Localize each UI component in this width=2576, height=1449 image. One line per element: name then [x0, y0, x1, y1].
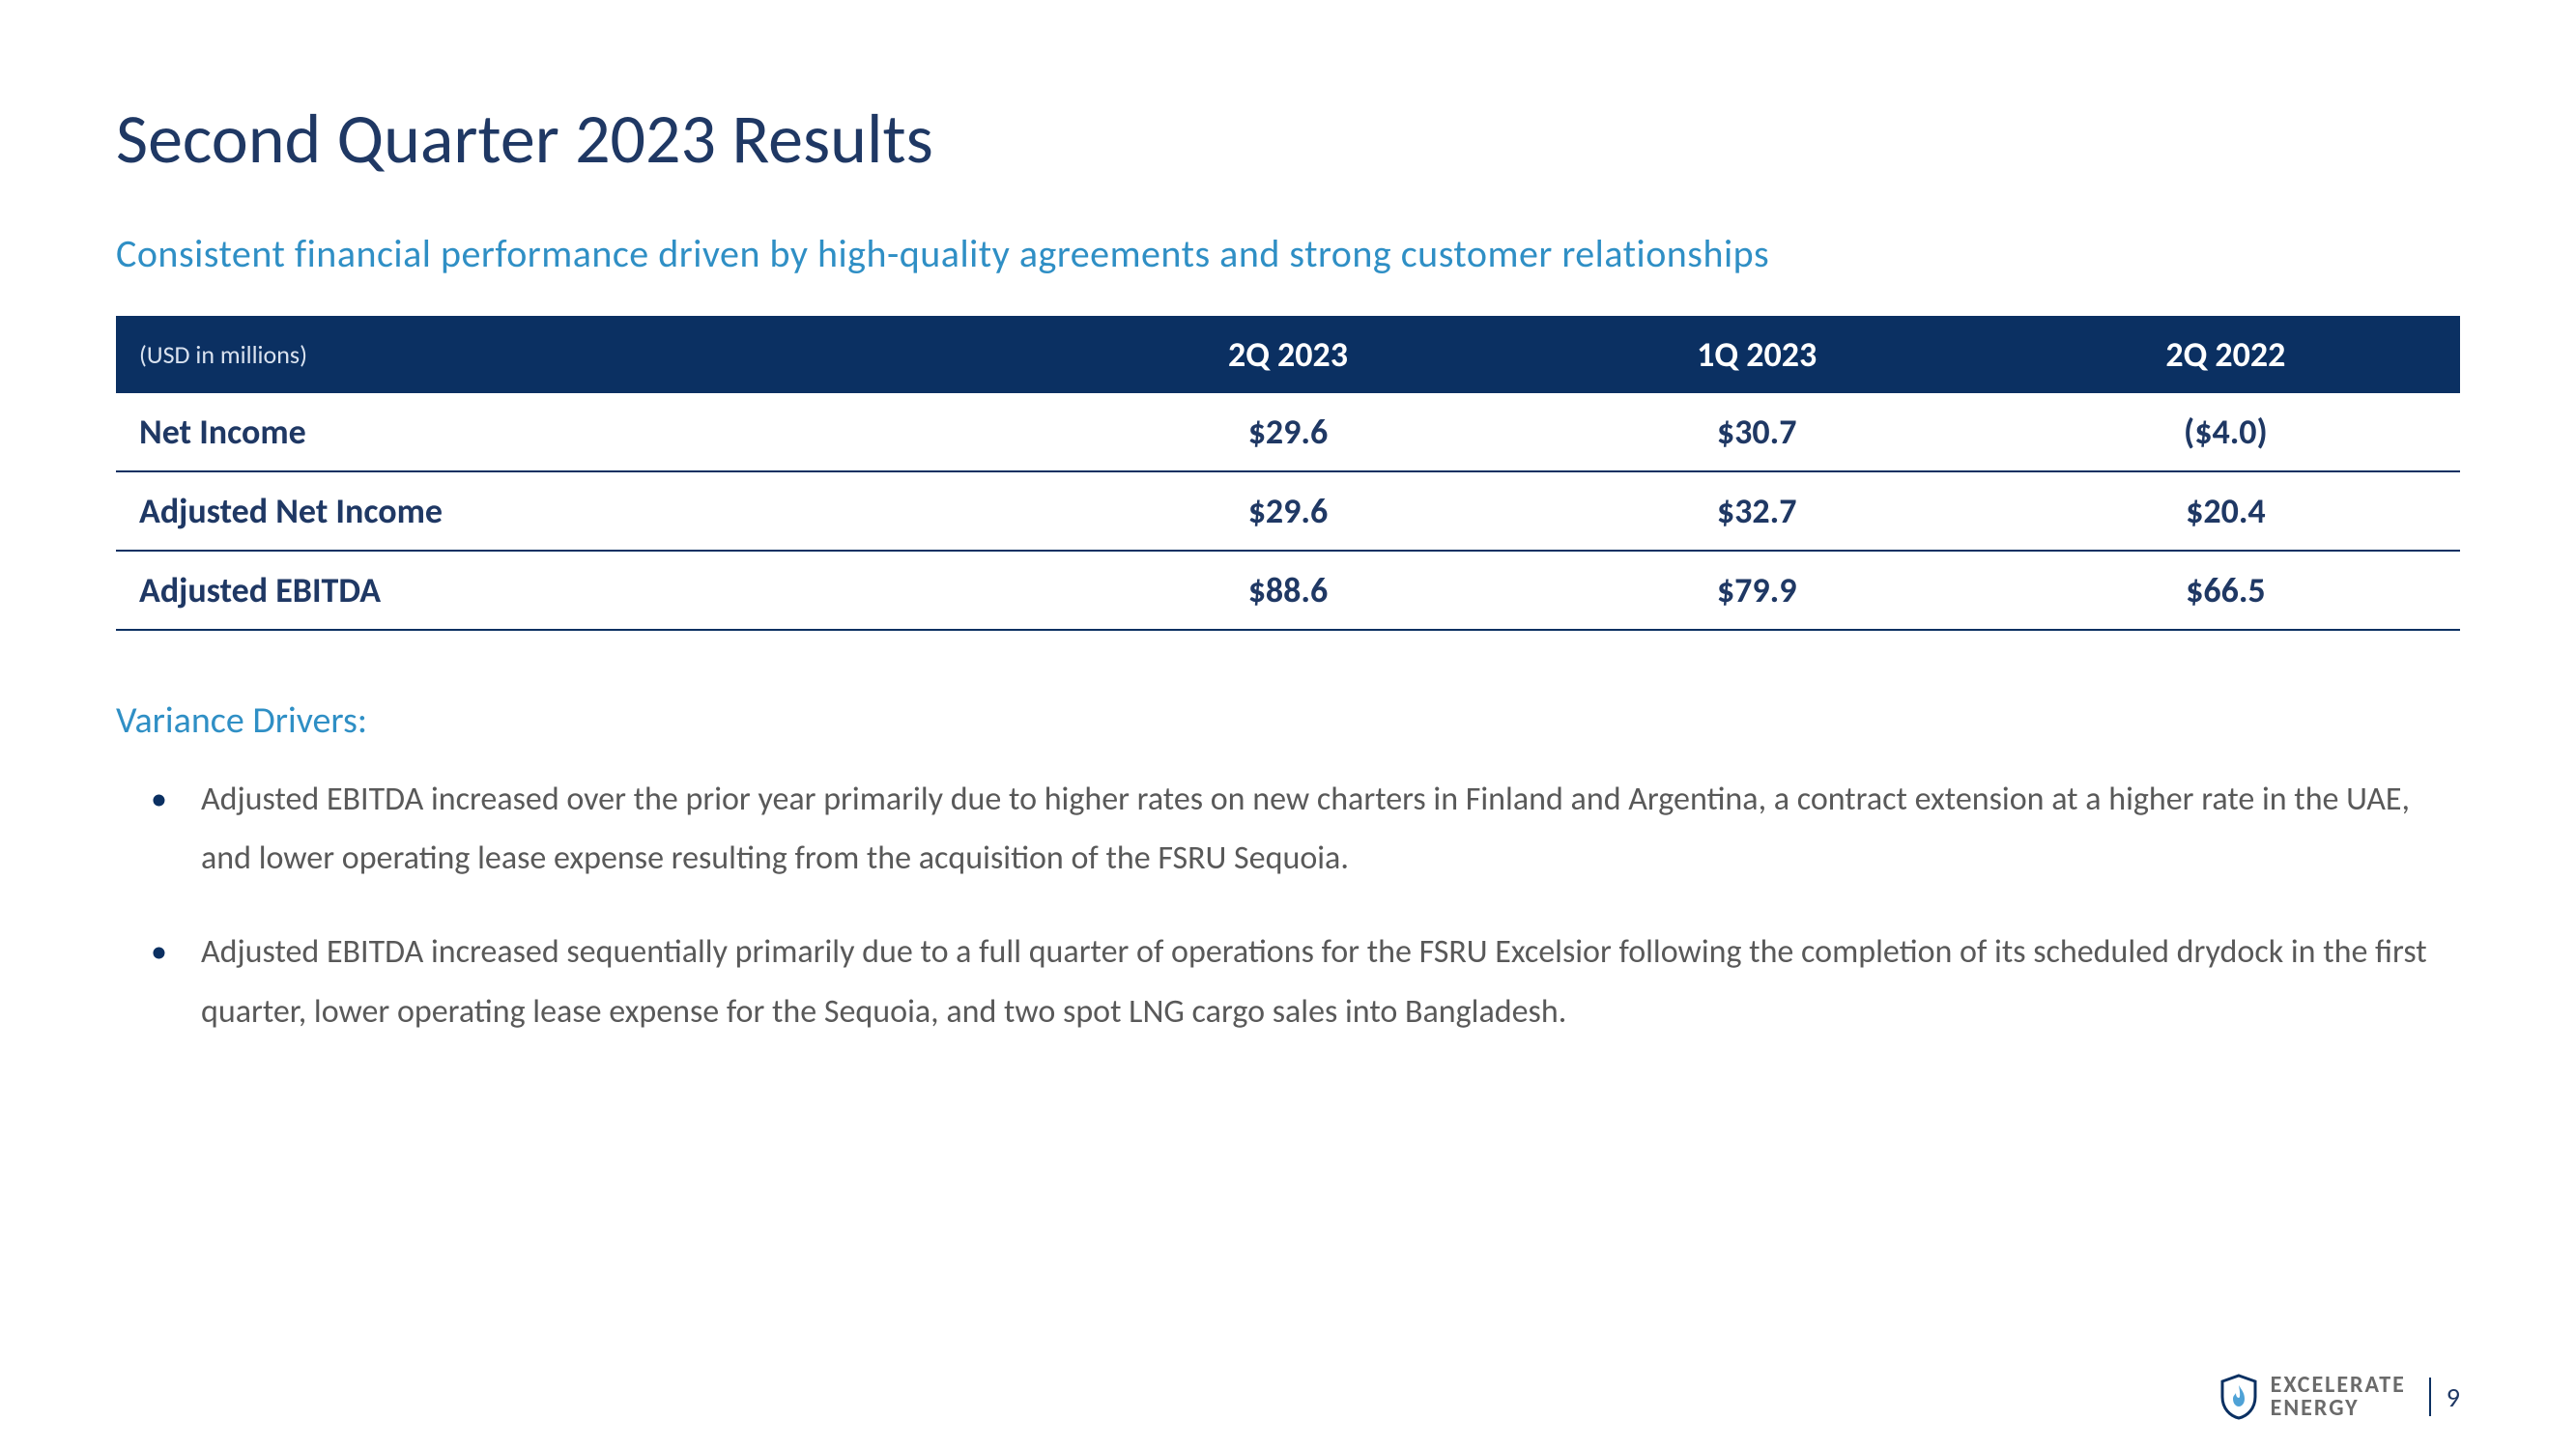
row-value: $20.4 — [1991, 471, 2460, 551]
row-value: $29.6 — [1053, 393, 1522, 471]
table-row: Net Income $29.6 $30.7 ($4.0) — [116, 393, 2460, 471]
table-row: Adjusted Net Income $29.6 $32.7 $20.4 — [116, 471, 2460, 551]
row-value: $79.9 — [1523, 551, 1991, 630]
financials-table: (USD in millions) 2Q 2023 1Q 2023 2Q 202… — [116, 316, 2460, 631]
table-col-header: 1Q 2023 — [1523, 316, 1991, 393]
slide-footer: EXCELERATE ENERGY 9 — [2218, 1374, 2460, 1420]
footer-divider — [2429, 1378, 2431, 1416]
variance-drivers-heading: Variance Drivers: — [116, 698, 2460, 743]
table-col-header: 2Q 2022 — [1991, 316, 2460, 393]
row-label: Adjusted Net Income — [116, 471, 1053, 551]
row-value: $66.5 — [1991, 551, 2460, 630]
list-item: Adjusted EBITDA increased sequentially p… — [151, 923, 2460, 1040]
brand-line2: ENERGY — [2271, 1397, 2406, 1420]
table-units-label: (USD in millions) — [116, 316, 1053, 393]
row-value: $29.6 — [1053, 471, 1522, 551]
table-row: Adjusted EBITDA $88.6 $79.9 $66.5 — [116, 551, 2460, 630]
list-item: Adjusted EBITDA increased over the prior… — [151, 770, 2460, 888]
row-label: Adjusted EBITDA — [116, 551, 1053, 630]
brand-shield-icon — [2218, 1374, 2259, 1420]
row-value: $88.6 — [1053, 551, 1522, 630]
brand-lockup: EXCELERATE ENERGY — [2218, 1374, 2406, 1420]
variance-drivers-list: Adjusted EBITDA increased over the prior… — [116, 770, 2460, 1041]
slide-title: Second Quarter 2023 Results — [116, 97, 2460, 182]
page-number-block: 9 — [2429, 1378, 2460, 1416]
row-value: $32.7 — [1523, 471, 1991, 551]
row-value: ($4.0) — [1991, 393, 2460, 471]
row-value: $30.7 — [1523, 393, 1991, 471]
row-label: Net Income — [116, 393, 1053, 471]
page-number: 9 — [2447, 1380, 2460, 1414]
table-col-header: 2Q 2023 — [1053, 316, 1522, 393]
slide-subtitle: Consistent financial performance driven … — [116, 230, 2460, 277]
